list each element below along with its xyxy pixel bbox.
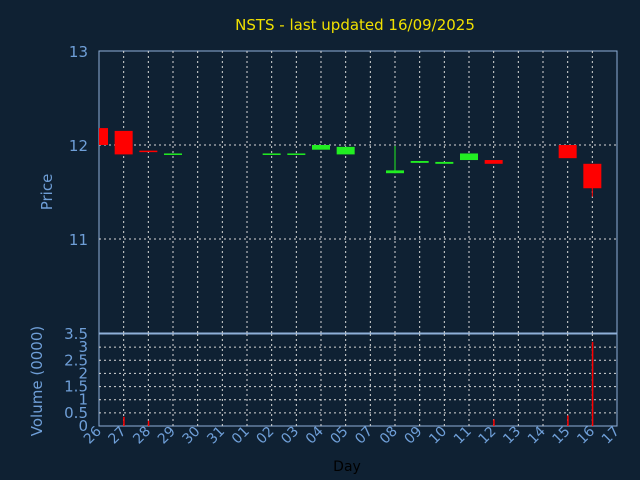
candle-body bbox=[139, 150, 158, 153]
volume-y-tick-label: 1.5 bbox=[64, 378, 88, 396]
x-tick-label: 16 bbox=[574, 423, 598, 447]
x-tick-label: 03 bbox=[278, 424, 302, 448]
candle-body bbox=[114, 130, 133, 155]
price-y-ticks: 11 12 13 bbox=[69, 43, 88, 249]
volume-panel-frame bbox=[98, 333, 618, 427]
candle-body bbox=[460, 153, 478, 161]
price-candles bbox=[99, 128, 602, 197]
x-axis-label: Day bbox=[333, 459, 361, 475]
x-tick-label: 09 bbox=[402, 424, 426, 448]
x-tick-label: 11 bbox=[451, 424, 475, 448]
volume-bar bbox=[123, 416, 125, 426]
x-tick-label: 29 bbox=[155, 424, 179, 448]
volume-y-label: Volume (0000) bbox=[28, 326, 46, 436]
candle-body bbox=[287, 153, 306, 155]
x-tick-label: 10 bbox=[426, 424, 450, 448]
candle-body bbox=[312, 145, 330, 150]
x-tick-label: 17 bbox=[599, 424, 623, 448]
candle-body bbox=[262, 153, 281, 155]
candle-body bbox=[164, 153, 182, 155]
price-y-label: Price bbox=[38, 174, 56, 211]
x-tick-label: 07 bbox=[352, 424, 376, 448]
candle-body bbox=[386, 170, 404, 174]
volume-gridlines bbox=[99, 334, 617, 426]
volume-y-tick-label: 2 bbox=[78, 364, 88, 382]
x-tick-label: 02 bbox=[254, 424, 278, 448]
volume-y-tick-label: 0.5 bbox=[64, 404, 88, 422]
price-gridlines bbox=[99, 51, 617, 333]
volume-y-tick-label: 2.5 bbox=[64, 351, 88, 369]
candle-body bbox=[336, 146, 355, 155]
price-y-tick-label: 11 bbox=[69, 231, 88, 249]
volume-y-tick-label: 3.5 bbox=[64, 325, 88, 343]
volume-y-tick-label: 0 bbox=[78, 417, 88, 435]
volume-y-tick-label: 1 bbox=[78, 391, 88, 409]
x-tick-labels: 26 27 28 29 30 31 01 02 03 04 05 07 08 09 10 11 12 13 14 15… bbox=[81, 423, 623, 447]
volume-bars bbox=[123, 341, 594, 426]
x-tick-label: 04 bbox=[303, 423, 327, 447]
x-tick-label: 30 bbox=[180, 424, 204, 448]
x-tick-label: 08 bbox=[377, 424, 401, 448]
x-tick-label: 27 bbox=[106, 424, 130, 448]
price-y-tick-label: 13 bbox=[69, 43, 88, 61]
price-panel-frame bbox=[98, 50, 618, 334]
volume-y-ticks: 00.511.522.533.5 bbox=[64, 325, 88, 435]
volume-bar bbox=[493, 419, 495, 426]
x-tick-label: 14 bbox=[525, 423, 549, 447]
x-tick-label: 05 bbox=[328, 424, 352, 448]
candle-body bbox=[484, 160, 503, 164]
volume-bar bbox=[591, 341, 594, 426]
volume-bar bbox=[567, 415, 569, 426]
x-tick-label: 28 bbox=[130, 424, 154, 448]
x-tick-label: 15 bbox=[550, 424, 574, 448]
x-tick-label: 12 bbox=[476, 424, 500, 448]
candle-body bbox=[583, 163, 602, 189]
x-tick-label: 31 bbox=[204, 424, 228, 448]
candle-body bbox=[410, 160, 429, 163]
x-tick-label: 13 bbox=[500, 424, 524, 448]
volume-bar bbox=[147, 420, 150, 426]
price-y-tick-label: 12 bbox=[69, 137, 88, 155]
x-tick-label: 01 bbox=[229, 424, 253, 448]
candle-body bbox=[435, 161, 454, 164]
candle-body bbox=[99, 128, 108, 145]
chart-title: NSTS - last updated 16/09/2025 bbox=[235, 16, 475, 34]
candle-body bbox=[558, 145, 577, 159]
volume-y-tick-label: 3 bbox=[78, 338, 88, 356]
